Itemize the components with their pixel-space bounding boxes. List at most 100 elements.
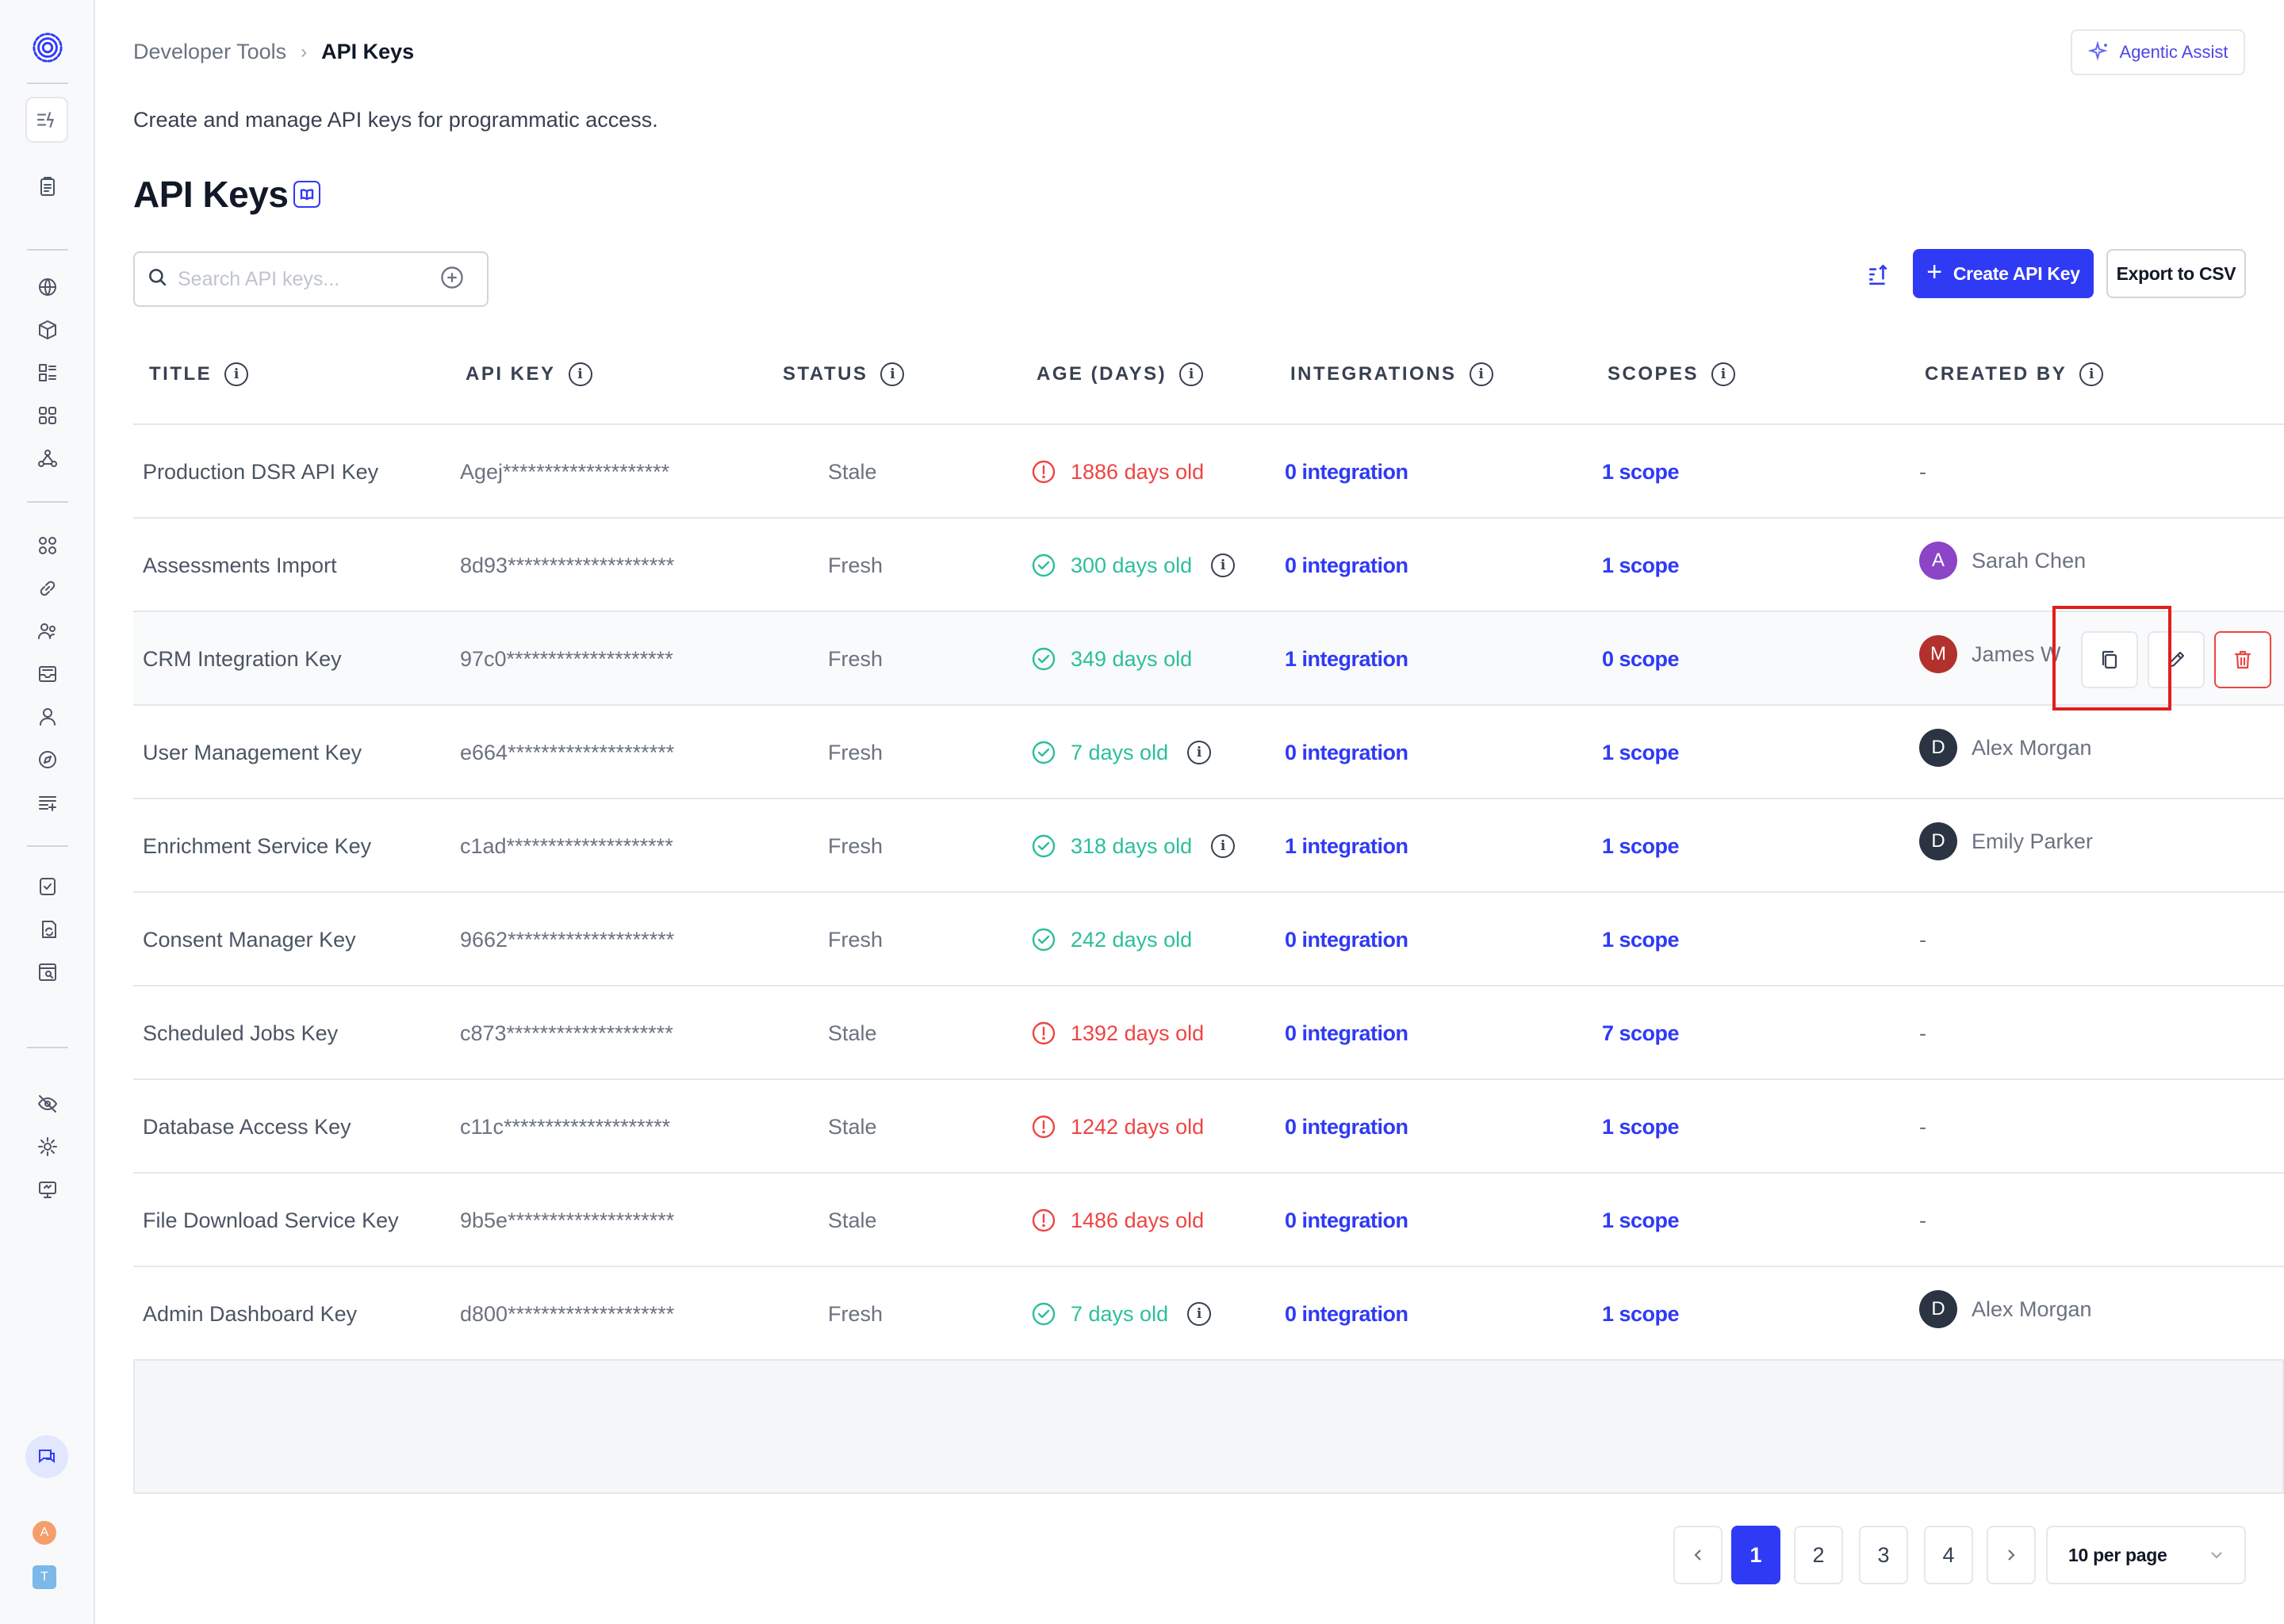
row-title: Consent Manager Key xyxy=(143,927,356,952)
quick-actions-icon[interactable] xyxy=(25,97,68,143)
sidebar-divider xyxy=(27,845,68,847)
create-api-key-button[interactable]: + Create API Key xyxy=(1913,249,2094,298)
row-api-key: 9662******************** xyxy=(460,927,675,952)
page-button[interactable]: 3 xyxy=(1859,1526,1908,1584)
row-actions xyxy=(2081,631,2281,688)
row-scopes-link[interactable]: 1 scope xyxy=(1602,833,1680,858)
column-header-status[interactable]: STATUS i xyxy=(783,362,905,386)
column-header-title[interactable]: TITLE i xyxy=(149,362,249,386)
row-scopes-link[interactable]: 7 scope xyxy=(1602,1021,1680,1045)
document-check-icon[interactable] xyxy=(30,869,65,904)
add-filter-icon[interactable] xyxy=(439,265,465,294)
page-button[interactable]: 1 xyxy=(1731,1526,1780,1584)
agentic-assist-button[interactable]: Agentic Assist xyxy=(2071,29,2245,75)
export-csv-button[interactable]: Export to CSV xyxy=(2106,249,2246,298)
info-icon[interactable]: i xyxy=(224,362,249,386)
info-icon[interactable]: i xyxy=(1211,553,1236,577)
page-button[interactable]: 2 xyxy=(1794,1526,1843,1584)
link-icon[interactable] xyxy=(30,571,65,606)
row-integrations-link[interactable]: 0 integration xyxy=(1285,459,1408,484)
globe-icon[interactable] xyxy=(30,270,65,304)
page-button[interactable]: 4 xyxy=(1924,1526,1973,1584)
search-input[interactable] xyxy=(178,267,439,291)
logo-icon[interactable] xyxy=(30,30,65,65)
table-row[interactable]: Admin Dashboard Key d800*****************… xyxy=(133,1267,2284,1361)
document-sync-icon[interactable] xyxy=(30,912,65,947)
apps-icon[interactable] xyxy=(30,528,65,563)
next-page-button[interactable] xyxy=(1987,1526,2036,1584)
list-add-icon[interactable] xyxy=(30,785,65,820)
row-integrations-link[interactable]: 0 integration xyxy=(1285,1208,1408,1232)
info-icon[interactable]: i xyxy=(1711,362,1736,386)
row-integrations-link[interactable]: 0 integration xyxy=(1285,1301,1408,1326)
table-row[interactable]: CRM Integration Key 97c0*****************… xyxy=(133,612,2284,706)
info-icon[interactable]: i xyxy=(568,362,592,386)
table-row[interactable]: Production DSR API Key Agej**************… xyxy=(133,425,2284,519)
layout-icon[interactable] xyxy=(30,355,65,390)
row-scopes-link[interactable]: 1 scope xyxy=(1602,927,1680,952)
row-scopes-link[interactable]: 1 scope xyxy=(1602,740,1680,764)
compass-icon[interactable] xyxy=(30,742,65,777)
docs-book-icon[interactable] xyxy=(293,181,320,208)
table-row[interactable]: Assessments Import 8d93******************… xyxy=(133,519,2284,612)
row-integrations-link[interactable]: 0 integration xyxy=(1285,927,1408,952)
row-scopes-link[interactable]: 0 scope xyxy=(1602,646,1680,671)
row-scopes-link[interactable]: 1 scope xyxy=(1602,1301,1680,1326)
row-created-by: A Sarah Chen xyxy=(1919,514,2086,607)
row-integrations-link[interactable]: 0 integration xyxy=(1285,740,1408,764)
column-header-scopes[interactable]: SCOPES i xyxy=(1608,362,1736,386)
edit-button[interactable] xyxy=(2148,631,2205,688)
grid-icon[interactable] xyxy=(30,398,65,433)
info-icon[interactable]: i xyxy=(2079,362,2104,386)
breadcrumb-parent[interactable]: Developer Tools xyxy=(133,40,287,63)
eye-off-icon[interactable] xyxy=(30,1086,65,1121)
column-header-label: API KEY xyxy=(466,363,556,385)
row-scopes-link[interactable]: 1 scope xyxy=(1602,1208,1680,1232)
inbox-icon[interactable] xyxy=(30,657,65,691)
info-icon[interactable]: i xyxy=(1187,1302,1212,1326)
info-icon[interactable]: i xyxy=(1179,362,1204,386)
info-icon[interactable]: i xyxy=(1211,834,1236,858)
row-title: CRM Integration Key xyxy=(143,646,342,671)
info-icon[interactable]: i xyxy=(880,362,905,386)
table-row[interactable]: Enrichment Service Key c1ad**************… xyxy=(133,799,2284,893)
clipboard-icon[interactable] xyxy=(30,169,65,204)
copy-button[interactable] xyxy=(2081,631,2138,688)
column-header-created-by[interactable]: CREATED BY i xyxy=(1925,362,2104,386)
table-row[interactable]: Scheduled Jobs Key c873******************… xyxy=(133,986,2284,1080)
table-row[interactable]: File Download Service Key 9b5e***********… xyxy=(133,1174,2284,1267)
row-integrations-link[interactable]: 1 integration xyxy=(1285,646,1408,671)
row-integrations-link[interactable]: 0 integration xyxy=(1285,553,1408,577)
table-row[interactable]: Database Access Key c11c*****************… xyxy=(133,1080,2284,1174)
row-scopes-link[interactable]: 1 scope xyxy=(1602,459,1680,484)
chat-icon[interactable] xyxy=(25,1435,68,1478)
delete-button[interactable] xyxy=(2214,631,2271,688)
table-row[interactable]: User Management Key e664*****************… xyxy=(133,706,2284,799)
info-icon[interactable]: i xyxy=(1187,741,1212,764)
browser-search-icon[interactable] xyxy=(30,955,65,990)
per-page-select[interactable]: 10 per page xyxy=(2046,1526,2246,1584)
row-scopes-link[interactable]: 1 scope xyxy=(1602,1114,1680,1139)
column-header-integrations[interactable]: INTEGRATIONS i xyxy=(1290,362,1493,386)
monitor-icon[interactable] xyxy=(30,1172,65,1207)
gear-icon[interactable] xyxy=(30,1129,65,1164)
sort-icon[interactable] xyxy=(1862,259,1894,290)
header-divider xyxy=(133,423,2284,425)
info-icon[interactable]: i xyxy=(1469,362,1493,386)
column-header-age[interactable]: AGE (DAYS) i xyxy=(1037,362,1204,386)
avatar: D xyxy=(1919,822,1957,860)
column-header-api-key[interactable]: API KEY i xyxy=(466,362,592,386)
prev-page-button[interactable] xyxy=(1673,1526,1723,1584)
network-icon[interactable] xyxy=(30,441,65,476)
cube-icon[interactable] xyxy=(30,312,65,347)
row-integrations-link[interactable]: 0 integration xyxy=(1285,1021,1408,1045)
row-integrations-link[interactable]: 0 integration xyxy=(1285,1114,1408,1139)
row-scopes-link[interactable]: 1 scope xyxy=(1602,553,1680,577)
user-icon[interactable] xyxy=(30,699,65,734)
table-row[interactable]: Consent Manager Key 9662*****************… xyxy=(133,893,2284,986)
users-icon[interactable] xyxy=(30,614,65,649)
user-avatar[interactable]: A xyxy=(33,1521,56,1545)
row-integrations-link[interactable]: 1 integration xyxy=(1285,833,1408,858)
check-circle-icon xyxy=(1031,833,1056,859)
team-avatar[interactable]: T xyxy=(33,1565,56,1589)
